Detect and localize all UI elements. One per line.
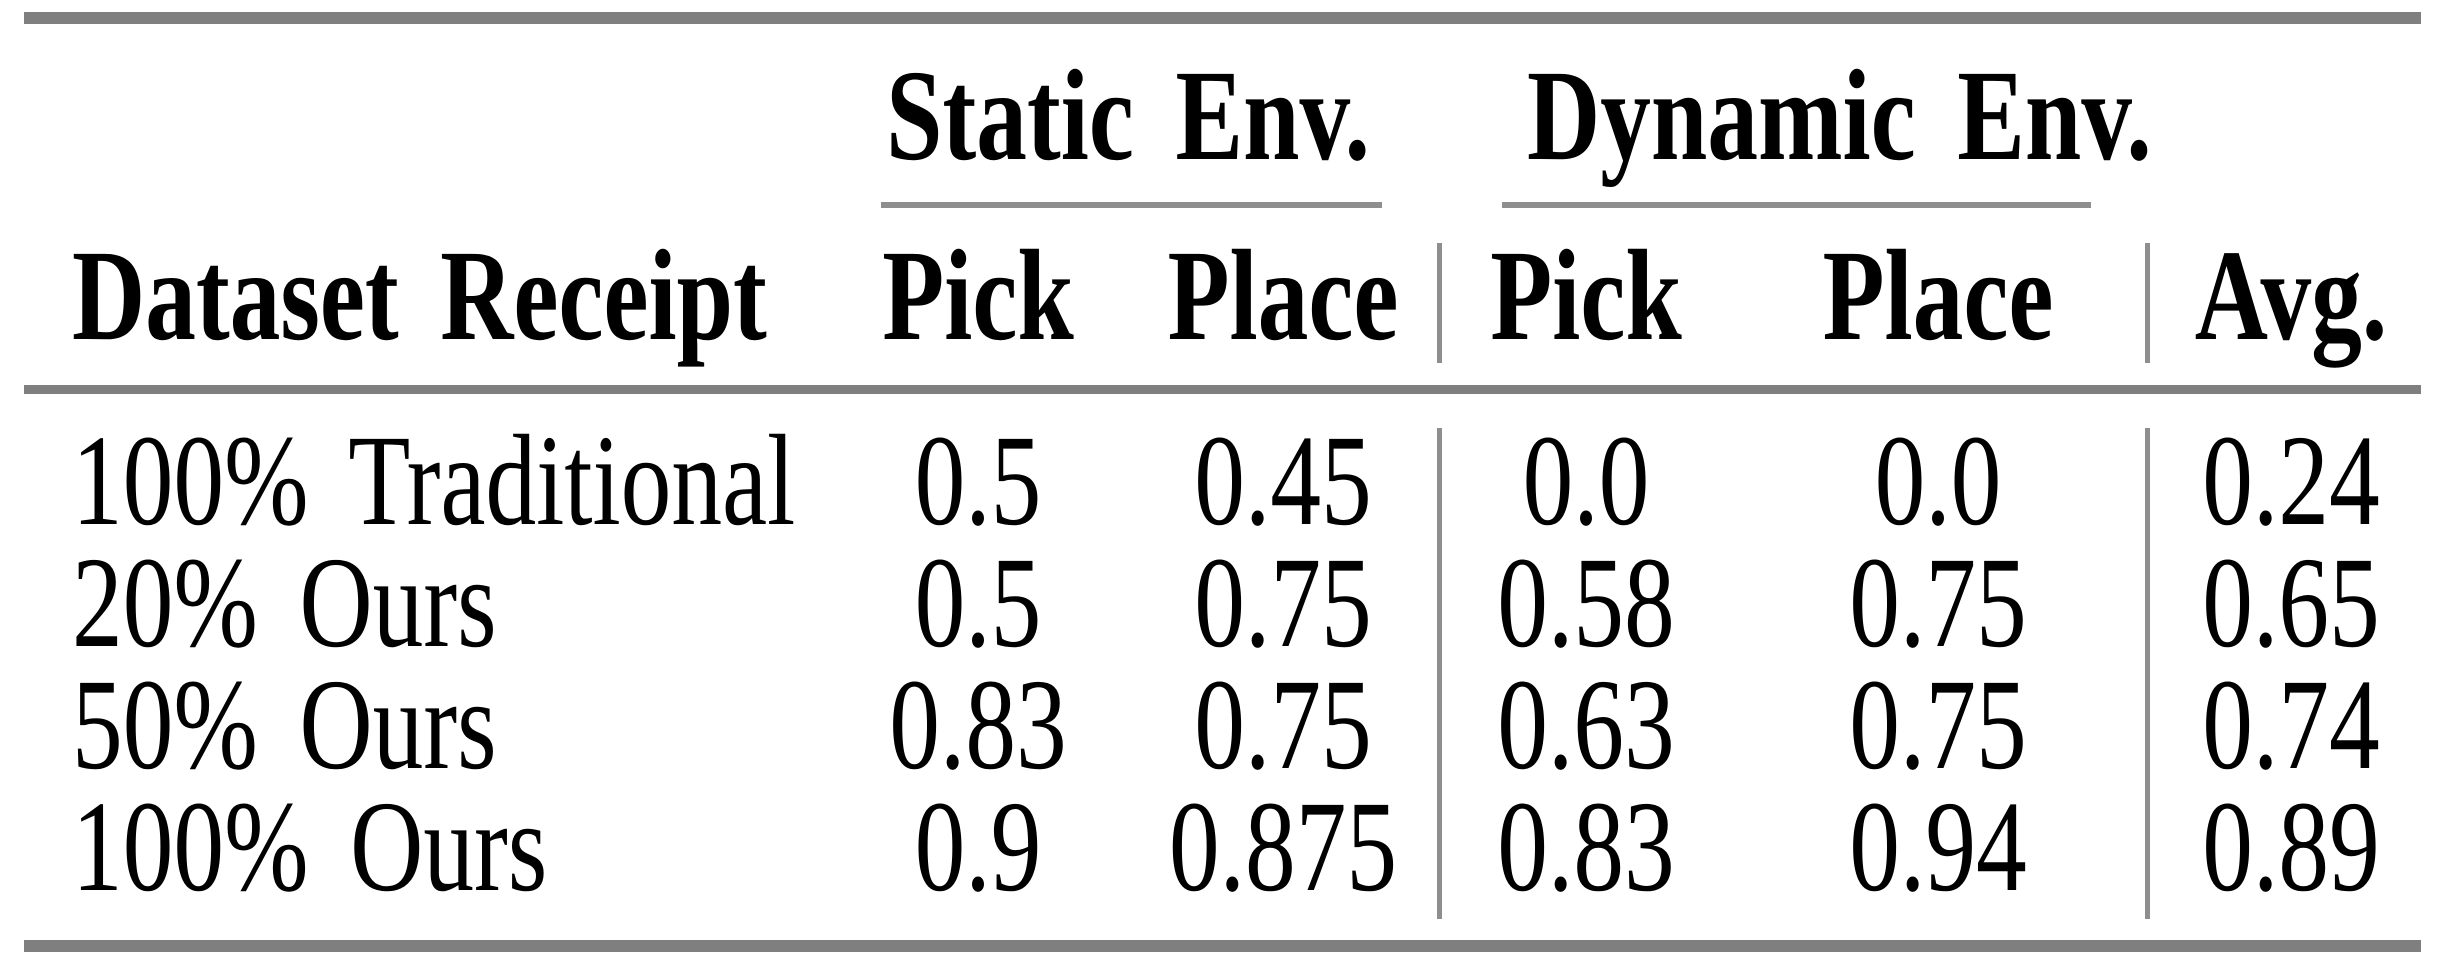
row-label: 100% Ours <box>72 775 548 919</box>
table-cell: 0.0 <box>1874 409 2002 553</box>
table-cell: 0.65 <box>2202 531 2380 675</box>
header-vertical-rule-1 <box>1437 243 1442 363</box>
column-header-dynamic-pick: Pick <box>1490 224 1682 368</box>
row-label: 50% Ours <box>72 653 497 797</box>
table-cell: 0.83 <box>1497 775 1675 919</box>
table-cell: 0.75 <box>1849 531 2027 675</box>
static-env-cmidrule <box>881 202 1382 208</box>
body-vertical-rule-1 <box>1437 428 1442 919</box>
table-cell: 0.89 <box>2202 775 2380 919</box>
table-cell: 0.875 <box>1168 775 1398 919</box>
column-header-avg: Avg. <box>2194 224 2388 368</box>
column-header-static-place: Place <box>1167 224 1399 368</box>
group-header-dynamic-env: Dynamic Env. <box>1527 44 2152 188</box>
table-cell: 0.83 <box>889 653 1067 797</box>
row-label: 100% Traditional <box>72 409 796 553</box>
table-bottom-rule <box>24 940 2421 952</box>
table-cell: 0.94 <box>1849 775 2027 919</box>
header-vertical-rule-2 <box>2145 243 2150 363</box>
table-cell: 0.9 <box>914 775 1042 919</box>
column-header-dataset-receipt: Dataset Receipt <box>72 224 767 368</box>
table-cell: 0.5 <box>914 531 1042 675</box>
dynamic-env-cmidrule <box>1502 202 2091 208</box>
column-header-static-pick: Pick <box>882 224 1074 368</box>
table-cell: 0.5 <box>914 409 1042 553</box>
table-cell: 0.75 <box>1849 653 2027 797</box>
table-cell: 0.63 <box>1497 653 1675 797</box>
table-cell: 0.45 <box>1194 409 1372 553</box>
table-cell: 0.0 <box>1522 409 1650 553</box>
table-top-rule <box>24 12 2421 24</box>
table-cell: 0.75 <box>1194 653 1372 797</box>
body-vertical-rule-2 <box>2145 428 2150 919</box>
table-cell: 0.24 <box>2202 409 2380 553</box>
column-header-dynamic-place: Place <box>1822 224 2054 368</box>
table-cell: 0.58 <box>1497 531 1675 675</box>
table-cell: 0.74 <box>2202 653 2380 797</box>
group-header-static-env: Static Env. <box>886 44 1370 188</box>
table-mid-rule <box>24 385 2421 394</box>
row-label: 20% Ours <box>72 531 497 675</box>
table-cell: 0.75 <box>1194 531 1372 675</box>
